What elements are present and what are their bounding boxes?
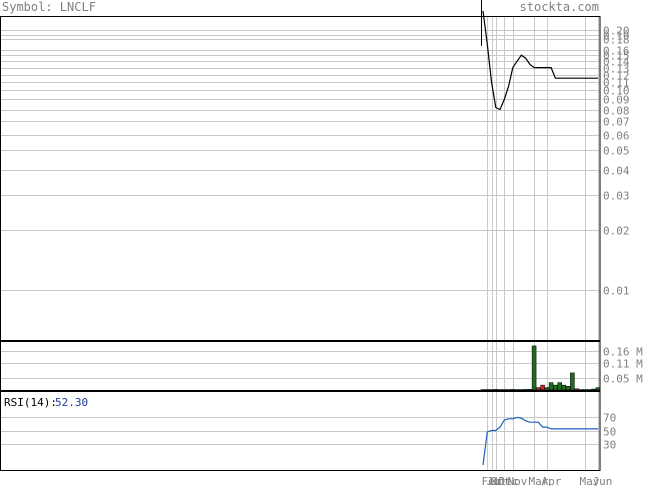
price-tick-label: 0.16: [603, 45, 630, 58]
x-tick-label: Mar: [529, 475, 549, 486]
rsi-tick-label: 70: [603, 412, 616, 425]
panel-frames: [0, 0, 601, 471]
price-tick-label: 0.05: [603, 145, 630, 158]
site-label: stockta.com: [520, 0, 599, 14]
price-axis-ticks: 0.200.190.180.160.150.140.130.120.110.10…: [603, 25, 630, 298]
rsi-current-value: 52.30: [55, 396, 88, 409]
price-tick-label: 0.10: [603, 85, 630, 98]
volume-bar: [548, 382, 554, 391]
symbol-label: Symbol: LNCLF: [2, 0, 96, 14]
x-tick-label: Feb: [482, 475, 502, 486]
price-tick-label: 0.13: [603, 63, 630, 76]
x-tick-label: Nov: [508, 475, 528, 486]
price-gridlines: [0, 30, 600, 291]
price-tick-label: 0.02: [603, 225, 630, 238]
price-tick-label: 0.20: [603, 25, 630, 38]
volume-bar: [561, 384, 567, 391]
volume-gridlines: [0, 351, 600, 379]
volume-bar: [574, 388, 579, 391]
price-tick-label: 0.07: [603, 116, 630, 129]
x-tick-label: Dec: [499, 475, 519, 486]
volume-tick-label: 0.16 M: [603, 346, 643, 359]
price-tick-label: 0.15: [603, 50, 630, 63]
x-tick-label: May: [580, 475, 600, 486]
volume-bar: [544, 387, 550, 391]
price-tick-label: 0.01: [603, 285, 630, 298]
x-tick-label: Apr: [542, 475, 562, 486]
volume-bars: [480, 345, 601, 391]
rsi-line: [482, 416, 598, 466]
price-tick-label: 0.09: [603, 94, 630, 107]
volume-bar: [557, 382, 562, 391]
volume-bar: [595, 387, 601, 391]
x-tick-label: Jul: [487, 475, 507, 486]
x-tick-label: Oct: [491, 475, 511, 486]
price-series: [482, 10, 598, 111]
rsi-tick-label: 50: [603, 426, 616, 439]
price-tick-label: 0.12: [603, 70, 630, 83]
rsi-gridlines: [0, 417, 600, 445]
volume-bar: [553, 384, 558, 391]
price-tick-label: 0.14: [603, 56, 630, 69]
rsi-tick-label: 30: [603, 439, 616, 452]
panel-frame: [0, 16, 601, 341]
price-line: [482, 10, 598, 111]
volume-tick-label: 0.05 M: [603, 373, 643, 386]
volume-axis-ticks: 0.16 M0.11 M 0.05 M: [603, 346, 643, 386]
rsi-label: RSI(14):: [4, 396, 57, 409]
price-tick-label: 0.04: [603, 165, 630, 178]
volume-bar: [531, 345, 537, 391]
rsi-series: [482, 416, 598, 466]
price-tick-label: 0.11: [603, 77, 630, 90]
x-tick-label: Jun: [593, 475, 613, 486]
price-tick-label: 0.18: [603, 34, 630, 47]
price-tick-label: 0.06: [603, 130, 630, 143]
vertical-gridlines: [487, 16, 599, 470]
price-tick-label: 0.19: [603, 30, 630, 43]
price-tick-label: 0.03: [603, 190, 630, 203]
volume-bar: [565, 386, 571, 391]
volume-tick-label: 0.11 M: [603, 358, 643, 371]
panel-frame: [0, 391, 601, 471]
volume-bar: [591, 388, 596, 391]
volume-bar: [570, 372, 575, 391]
volume-bar: [536, 387, 541, 391]
panel-frame: [0, 341, 601, 391]
volume-bar: [540, 384, 545, 391]
price-tick-label: 0.08: [603, 105, 630, 118]
